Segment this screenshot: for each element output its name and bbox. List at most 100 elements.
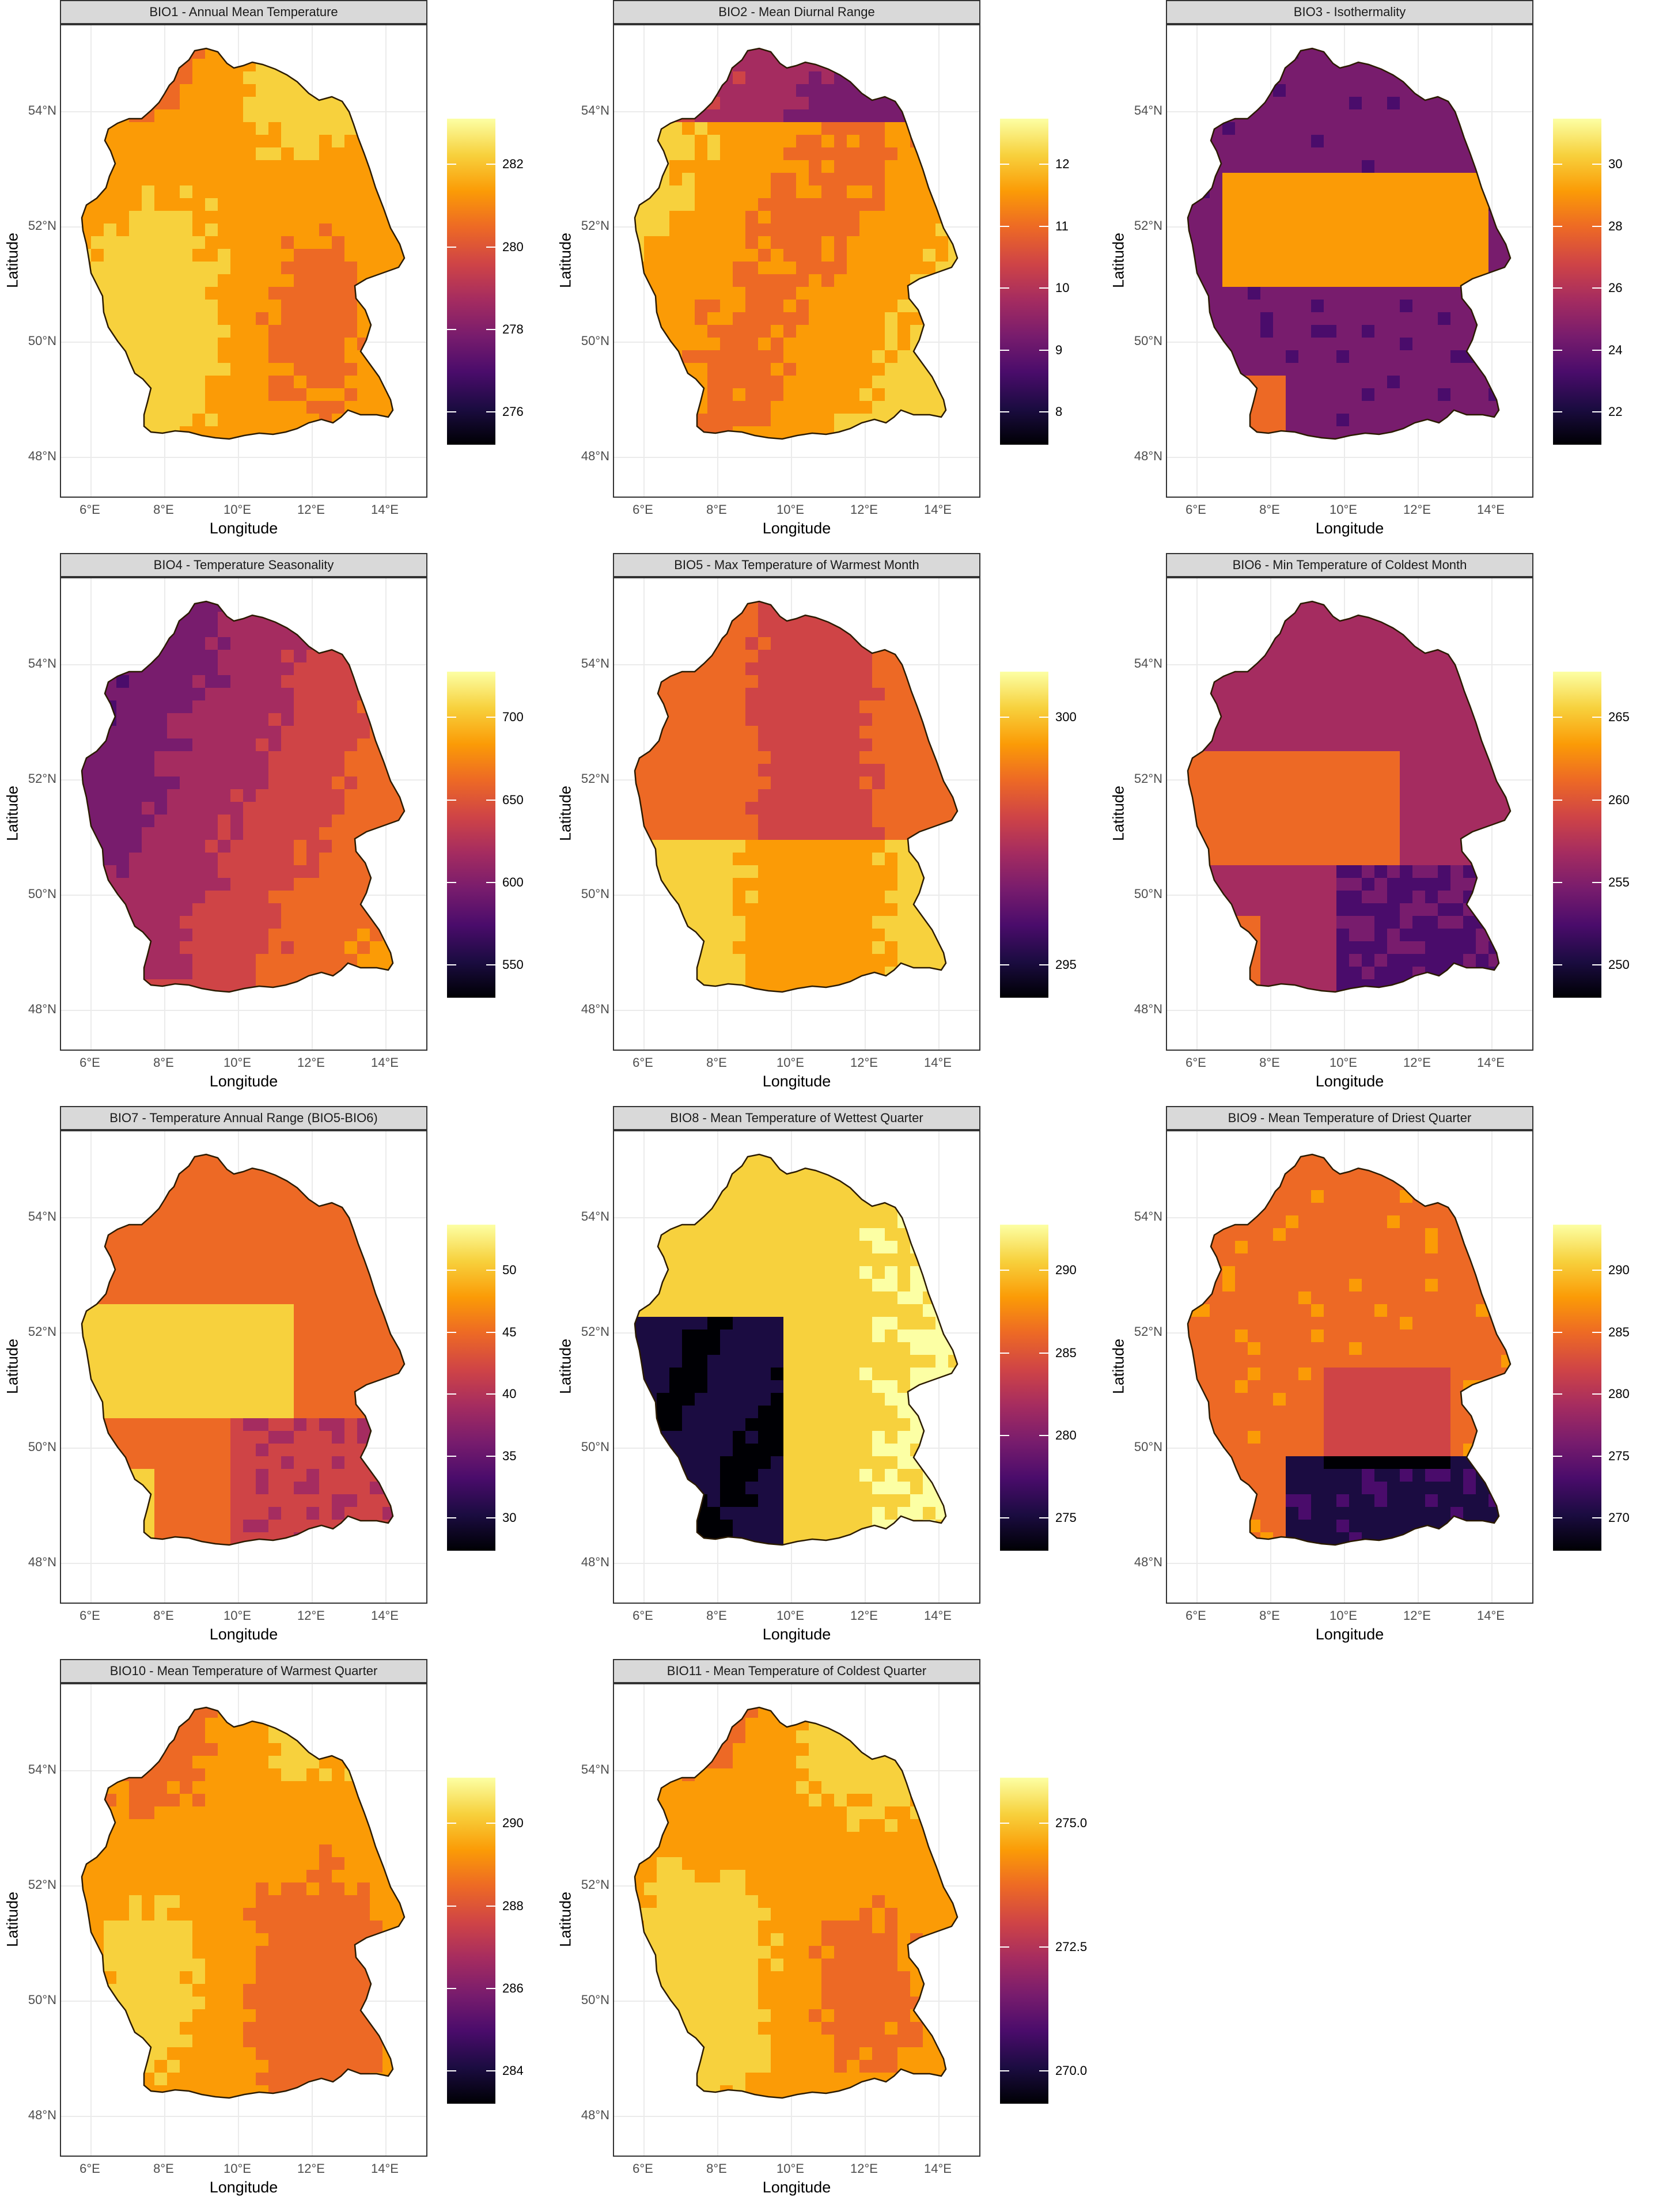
y-axis-title: Latitude xyxy=(3,1891,21,1948)
legend-tick-label: 275.0 xyxy=(1055,1816,1088,1830)
colorbar xyxy=(1000,672,1048,998)
legend-tick-label: 280 xyxy=(502,240,524,254)
panel-title: BIO9 - Mean Temperature of Driest Quarte… xyxy=(1166,1106,1533,1130)
raster-cells xyxy=(635,601,957,992)
raster-cells xyxy=(635,1707,957,2098)
latitude-tick-label: 50°N xyxy=(581,334,609,348)
colorbar xyxy=(447,119,495,445)
latitude-tick-label: 54°N xyxy=(581,1762,609,1777)
legend-tick-label: 280 xyxy=(1055,1428,1077,1442)
legend-tick-label: 11 xyxy=(1055,219,1069,233)
latitude-tick-label: 50°N xyxy=(28,1993,56,2007)
latitude-tick-label: 48°N xyxy=(1134,1555,1162,1569)
map-plot-area xyxy=(1166,1130,1533,1604)
map-plot-area xyxy=(1166,577,1533,1051)
color-legend: 275.0 272.5 270.0 xyxy=(1000,1778,1087,2104)
y-axis-title: Latitude xyxy=(1109,785,1127,842)
map-svg xyxy=(614,25,979,497)
colorbar xyxy=(1000,1778,1048,2104)
map-plot-area xyxy=(60,577,427,1051)
legend-tick-label: 600 xyxy=(502,875,524,889)
longitude-tick-label: 8°E xyxy=(706,1055,727,1070)
latitude-tick-label: 50°N xyxy=(1134,334,1162,348)
legend-tick-label: 700 xyxy=(502,710,524,724)
legend-tick-label: 10 xyxy=(1055,281,1070,295)
legend-tick-label: 255 xyxy=(1608,875,1630,889)
color-legend: 300 295 xyxy=(1000,672,1077,998)
color-legend: 282 280 278 276 xyxy=(447,119,524,445)
color-legend: 290 285 280 275 xyxy=(1000,1225,1077,1551)
longitude-tick-label: 12°E xyxy=(1403,1055,1431,1070)
colorbar xyxy=(1000,119,1048,445)
legend-tick-label: 300 xyxy=(1055,710,1077,724)
latitude-tick-label: 48°N xyxy=(581,449,609,463)
map-panel: BIO11 - Mean Temperature of Coldest Quar… xyxy=(553,1659,1106,2212)
color-legend: 12 11 10 9 8 xyxy=(1000,119,1069,445)
legend-tick-label: 22 xyxy=(1608,404,1623,419)
longitude-tick-label: 8°E xyxy=(153,2161,174,2176)
latitude-tick-label: 54°N xyxy=(28,1209,56,1224)
country-border xyxy=(1187,600,1512,993)
raster-cells xyxy=(635,48,957,439)
map-svg xyxy=(614,1131,979,1603)
longitude-tick-label: 12°E xyxy=(1403,502,1431,517)
longitude-tick-label: 14°E xyxy=(371,502,399,517)
colorbar xyxy=(1553,119,1601,445)
legend-tick-label: 282 xyxy=(502,157,524,171)
legend-tick-label: 288 xyxy=(502,1899,524,1913)
x-axis-title: Longitude xyxy=(209,1073,278,1090)
longitude-tick-label: 12°E xyxy=(297,2161,325,2176)
map-panel: BIO5 - Max Temperature of Warmest Month 5… xyxy=(553,553,1106,1106)
longitude-tick-label: 10°E xyxy=(224,1608,251,1623)
longitude-tick-label: 10°E xyxy=(777,2161,804,2176)
legend-tick-label: 284 xyxy=(502,2063,524,2078)
color-legend: 290 288 286 284 xyxy=(447,1778,524,2104)
color-legend: 30 28 26 24 22 xyxy=(1553,119,1622,445)
map-panel: BIO7 - Temperature Annual Range (BIO5-BI… xyxy=(0,1106,553,1659)
legend-tick-label: 290 xyxy=(1608,1263,1630,1277)
latitude-tick-label: 52°N xyxy=(581,218,609,233)
latitude-tick-label: 54°N xyxy=(581,1209,609,1224)
legend-tick-label: 270.0 xyxy=(1055,2063,1088,2078)
longitude-tick-label: 8°E xyxy=(153,502,174,517)
raster-cells xyxy=(82,48,404,439)
map-panel: BIO8 - Mean Temperature of Wettest Quart… xyxy=(553,1106,1106,1659)
colorbar xyxy=(1553,1225,1601,1551)
map-plot-area xyxy=(613,1130,980,1604)
raster-cells xyxy=(82,601,404,992)
latitude-tick-label: 50°N xyxy=(1134,1440,1162,1454)
color-legend: 700 650 600 550 xyxy=(447,672,524,998)
x-axis-title: Longitude xyxy=(209,520,278,537)
latitude-tick-label: 48°N xyxy=(28,1002,56,1016)
longitude-tick-label: 6°E xyxy=(79,1608,100,1623)
latitude-tick-label: 54°N xyxy=(28,1762,56,1777)
legend-tick-label: 8 xyxy=(1055,404,1063,419)
longitude-tick-label: 10°E xyxy=(777,1608,804,1623)
longitude-tick-label: 6°E xyxy=(632,502,653,517)
legend-tick-label: 35 xyxy=(502,1449,517,1463)
country-border xyxy=(1187,47,1512,440)
latitude-tick-label: 48°N xyxy=(28,449,56,463)
latitude-tick-label: 52°N xyxy=(1134,218,1162,233)
longitude-tick-label: 6°E xyxy=(632,1608,653,1623)
latitude-tick-label: 50°N xyxy=(28,334,56,348)
longitude-tick-label: 8°E xyxy=(153,1055,174,1070)
country-border xyxy=(81,47,406,440)
raster-cells xyxy=(1188,48,1510,439)
raster-cells xyxy=(82,1154,404,1545)
colorbar xyxy=(447,672,495,998)
map-panel: BIO9 - Mean Temperature of Driest Quarte… xyxy=(1106,1106,1659,1659)
longitude-tick-label: 14°E xyxy=(924,1608,952,1623)
map-plot-area xyxy=(613,1683,980,2157)
legend-tick-label: 260 xyxy=(1608,793,1630,807)
latitude-tick-label: 52°N xyxy=(28,218,56,233)
legend-tick-label: 28 xyxy=(1608,219,1623,233)
legend-tick-label: 280 xyxy=(1608,1387,1630,1401)
longitude-tick-label: 14°E xyxy=(371,2161,399,2176)
legend-tick-label: 285 xyxy=(1608,1325,1630,1339)
longitude-tick-label: 14°E xyxy=(371,1608,399,1623)
legend-tick-label: 30 xyxy=(502,1510,517,1525)
legend-tick-label: 550 xyxy=(502,957,524,972)
map-plot-area xyxy=(60,24,427,498)
colorbar xyxy=(447,1778,495,2104)
